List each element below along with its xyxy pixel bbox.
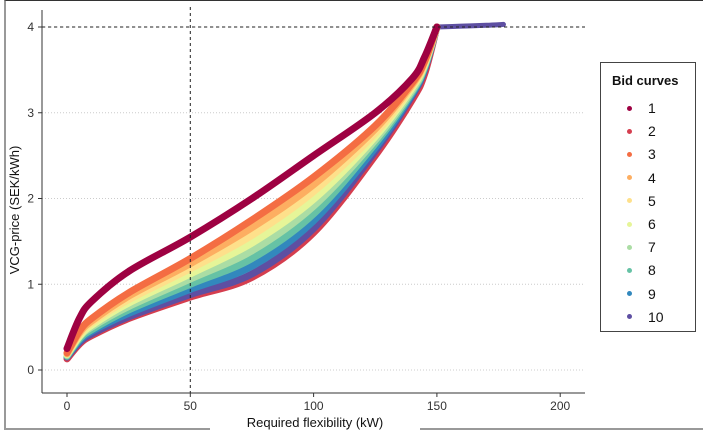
y-axis-label: VCG-price (SEK/kWh) <box>7 125 23 295</box>
legend-marker <box>627 198 632 204</box>
legend-marker <box>627 314 632 320</box>
bid-curve-5 <box>63 23 441 358</box>
legend-title: Bid curves <box>612 73 679 88</box>
legend: Bid curves 1 2 3 4 5 6 7 8 9 10 <box>600 62 696 332</box>
x-axis-label: Required flexibility (kW) <box>210 413 420 433</box>
legend-marker <box>627 105 632 111</box>
legend-item-10: 10 <box>601 307 664 327</box>
legend-item-4: 4 <box>601 168 656 188</box>
legend-item-7: 7 <box>601 237 656 257</box>
legend-marker <box>627 221 632 227</box>
legend-label: 4 <box>648 169 656 186</box>
legend-item-8: 8 <box>601 260 656 280</box>
legend-label: 8 <box>648 262 656 279</box>
x-tick-label: 0 <box>64 399 71 413</box>
y-tick-label: 2 <box>27 192 34 206</box>
legend-marker <box>627 267 632 273</box>
legend-label: 9 <box>648 285 656 302</box>
legend-marker <box>627 151 632 157</box>
legend-marker <box>627 128 632 134</box>
legend-label: 10 <box>648 308 664 325</box>
x-tick-label: 150 <box>427 399 447 413</box>
x-tick-label: 200 <box>550 399 570 413</box>
legend-item-2: 2 <box>601 121 656 141</box>
legend-label: 2 <box>648 123 656 140</box>
legend-label: 3 <box>648 146 656 163</box>
legend-label: 6 <box>648 216 656 232</box>
x-tick-label: 100 <box>304 399 324 413</box>
legend-item-9: 9 <box>601 284 656 304</box>
legend-item-6: 6 <box>601 214 656 234</box>
y-tick-label: 1 <box>27 277 34 291</box>
legend-label: 7 <box>648 239 656 256</box>
legend-item-5: 5 <box>601 191 656 211</box>
y-tick-label: 4 <box>27 20 34 34</box>
legend-marker <box>627 175 632 181</box>
legend-item-1: 1 <box>601 98 656 118</box>
legend-marker <box>627 291 632 297</box>
y-tick-label: 3 <box>27 106 34 120</box>
y-tick-label: 0 <box>27 363 34 377</box>
legend-item-3: 3 <box>601 144 656 164</box>
bid-curve-1 <box>63 23 441 353</box>
legend-label: 5 <box>648 192 656 209</box>
x-tick-label: 50 <box>184 399 198 413</box>
legend-marker <box>627 244 632 250</box>
bid-curve-10-plateau <box>434 21 506 30</box>
legend-label: 1 <box>648 100 656 116</box>
